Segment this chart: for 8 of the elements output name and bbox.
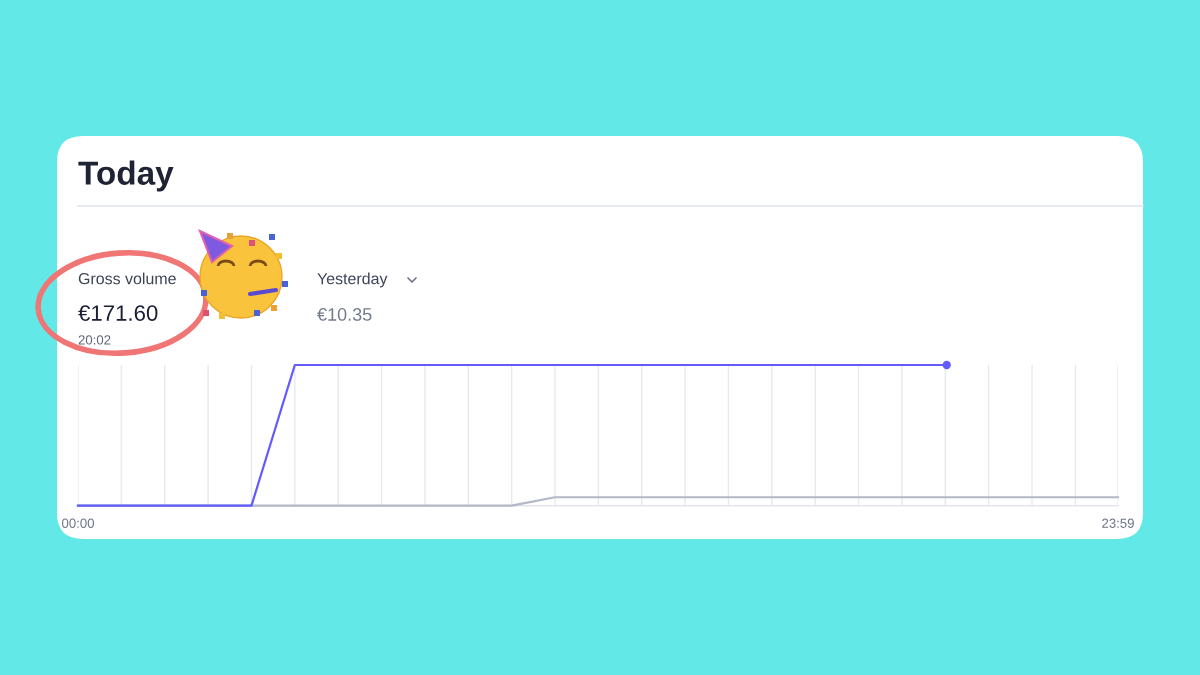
text: Gross volume — [78, 272, 176, 285]
chart-title: Today — [78, 160, 174, 192]
text: 20:02 — [78, 335, 111, 345]
x-tick-label: 00:00 — [62, 518, 94, 528]
text: €171.60 — [78, 305, 158, 321]
x-tick-label: 23:59 — [1102, 518, 1134, 528]
text: €10.35 — [317, 308, 372, 321]
text: Yesterday — [317, 272, 388, 288]
